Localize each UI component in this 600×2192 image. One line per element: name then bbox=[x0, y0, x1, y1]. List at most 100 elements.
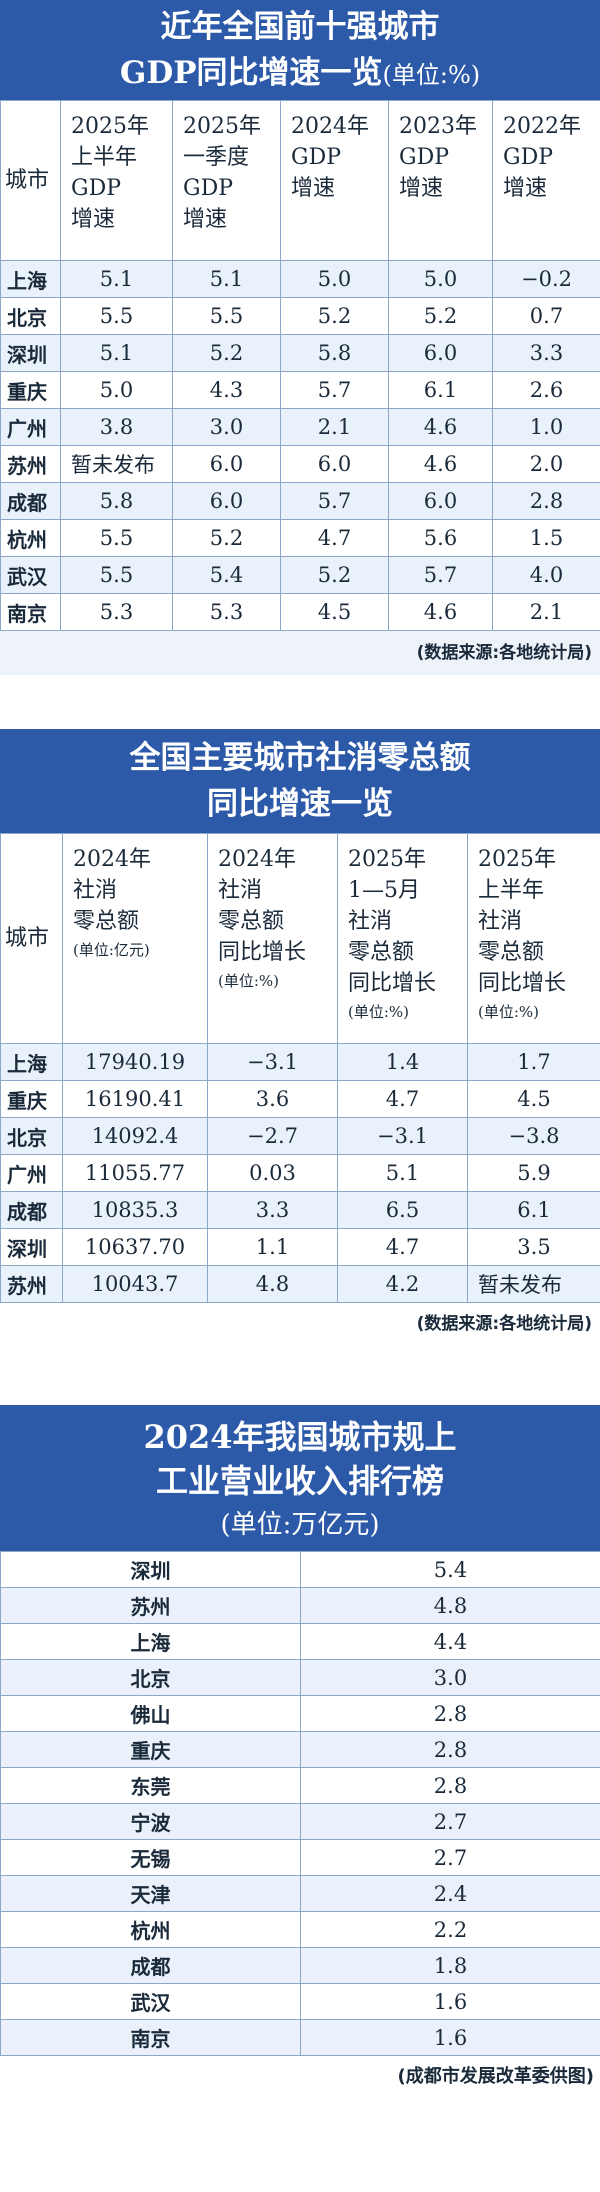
value-cell: 4.3 bbox=[172, 371, 281, 409]
value-cell: 6.1 bbox=[388, 371, 493, 409]
table-row: 宁波 2.7 bbox=[0, 1803, 600, 1840]
value-cell: 6.1 bbox=[467, 1191, 600, 1229]
value-cell: 4.7 bbox=[337, 1080, 468, 1118]
retail-table-title: 全国主要城市社消零总额 同比增速一览 bbox=[0, 729, 600, 833]
value-cell: 4.8 bbox=[300, 1587, 600, 1624]
value-cell: 2.7 bbox=[300, 1803, 600, 1840]
header-line: 零总额 bbox=[478, 940, 545, 965]
value-cell: 6.0 bbox=[388, 334, 493, 372]
header-line: 2024年 bbox=[291, 114, 369, 139]
value-cell: 5.8 bbox=[280, 334, 389, 372]
table-row: 广州 3.8 3.0 2.1 4.6 1.0 bbox=[0, 408, 600, 446]
header-line: 增速 bbox=[183, 207, 228, 232]
header-line: GDP bbox=[399, 145, 450, 170]
city-name-cell: 上海 bbox=[0, 1043, 63, 1081]
value-cell: 11055.77 bbox=[62, 1154, 208, 1192]
table-row: 杭州 5.5 5.2 4.7 5.6 1.5 bbox=[0, 519, 600, 557]
header-line: 上半年 bbox=[71, 145, 138, 170]
value-cell: 1.1 bbox=[207, 1228, 338, 1266]
header-line: 零总额 bbox=[73, 909, 140, 934]
city-name-cell: 杭州 bbox=[0, 1911, 301, 1948]
value-cell: 3.0 bbox=[300, 1659, 600, 1696]
table-row: 重庆 5.0 4.3 5.7 6.1 2.6 bbox=[0, 371, 600, 409]
header-cell: 2024年 社消 零总额 (单位:亿元) bbox=[62, 833, 208, 1044]
header-row: 城市 2025年 上半年 GDP 增速 2025年 一季度 GDP 增速 2024年 GDP 增速 20… bbox=[0, 100, 600, 261]
city-name-cell: 武汉 bbox=[0, 1983, 301, 2020]
city-name-cell: 上海 bbox=[0, 1623, 301, 1660]
value-cell: 14092.4 bbox=[62, 1117, 208, 1155]
value-cell: 6.5 bbox=[337, 1191, 468, 1229]
table-row: 苏州 10043.7 4.8 4.2 暂未发布 bbox=[0, 1265, 600, 1303]
city-name-cell: 成都 bbox=[0, 1947, 301, 1984]
header-line: 1—5月 bbox=[348, 878, 420, 903]
value-cell: 4.6 bbox=[388, 445, 493, 483]
value-cell: 5.0 bbox=[60, 371, 173, 409]
header-line: 社消 bbox=[73, 878, 118, 903]
value-cell: 10835.3 bbox=[62, 1191, 208, 1229]
value-cell: 2.1 bbox=[280, 408, 389, 446]
table-row: 武汉 5.5 5.4 5.2 5.7 4.0 bbox=[0, 556, 600, 594]
gdp-table-body: 上海 5.1 5.1 5.0 5.0 −0.2 北京 5.5 5.5 5.2 5.2 0.7 深圳 5.1… bbox=[0, 260, 600, 631]
city-name-cell: 重庆 bbox=[0, 371, 61, 409]
table-row: 广州 11055.77 0.03 5.1 5.9 bbox=[0, 1154, 600, 1192]
value-cell: 0.03 bbox=[207, 1154, 338, 1192]
retail-title-line1: 全国主要城市社消零总额 bbox=[129, 740, 471, 776]
gdp-title-line1: 近年全国前十强城市 bbox=[160, 9, 440, 45]
city-name-cell: 上海 bbox=[0, 260, 61, 298]
value-cell: 6.0 bbox=[388, 482, 493, 520]
table-row: 无锡 2.7 bbox=[0, 1839, 600, 1876]
value-cell: 暂未发布 bbox=[467, 1265, 600, 1303]
header-line: GDP bbox=[183, 176, 234, 201]
value-cell: 2.0 bbox=[492, 445, 600, 483]
value-cell: 5.1 bbox=[60, 260, 173, 298]
value-cell: 5.7 bbox=[280, 371, 389, 409]
value-cell: 暂未发布 bbox=[60, 445, 173, 483]
image-credit: (成都市发展改革委供图) bbox=[397, 2066, 594, 2087]
value-cell: 3.3 bbox=[492, 334, 600, 372]
value-cell: 5.5 bbox=[172, 297, 281, 335]
value-cell: 5.0 bbox=[280, 260, 389, 298]
value-cell: −3.8 bbox=[467, 1117, 600, 1155]
header-cell: 城市 bbox=[0, 100, 61, 261]
retail-sales-section: 全国主要城市社消零总额 同比增速一览 城市 2024年 社消 零总额 (单位:亿元) 20… bbox=[0, 729, 600, 1345]
value-cell: 3.0 bbox=[172, 408, 281, 446]
value-cell: 3.6 bbox=[207, 1080, 338, 1118]
industrial-revenue-table: 深圳 5.4 苏州 4.8 上海 4.4 北京 3.0 佛山 2.8 重庆 2.8 东莞 2.8 宁波 2.7… bbox=[0, 1551, 600, 2056]
retail-table-body: 上海 17940.19 −3.1 1.4 1.7 重庆 16190.41 3.6 4.7 4.5 北… bbox=[0, 1043, 600, 1303]
value-cell: 4.6 bbox=[388, 408, 493, 446]
value-cell: 1.4 bbox=[337, 1043, 468, 1081]
value-cell: 2.8 bbox=[300, 1731, 600, 1768]
value-cell: 5.0 bbox=[388, 260, 493, 298]
table-row: 北京 14092.4 −2.7 −3.1 −3.8 bbox=[0, 1117, 600, 1155]
value-cell: 4.6 bbox=[388, 593, 493, 631]
value-cell: 2.2 bbox=[300, 1911, 600, 1948]
city-name-cell: 南京 bbox=[0, 593, 61, 631]
value-cell: 4.2 bbox=[337, 1265, 468, 1303]
table-row: 南京 1.6 bbox=[0, 2019, 600, 2056]
value-cell: 3.5 bbox=[467, 1228, 600, 1266]
city-name-cell: 广州 bbox=[0, 1154, 63, 1192]
gdp-table-header: 城市 2025年 上半年 GDP 增速 2025年 一季度 GDP 增速 2024年 GDP 增速 20… bbox=[0, 100, 600, 261]
table-row: 成都 10835.3 3.3 6.5 6.1 bbox=[0, 1191, 600, 1229]
city-name-cell: 苏州 bbox=[0, 445, 61, 483]
header-line: 2025年 bbox=[183, 114, 261, 139]
table-row: 北京 3.0 bbox=[0, 1659, 600, 1696]
city-name-cell: 北京 bbox=[0, 1659, 301, 1696]
value-cell: 5.2 bbox=[172, 334, 281, 372]
city-name-cell: 南京 bbox=[0, 2019, 301, 2056]
industrial-title-line1: 2024年我国城市规上 bbox=[143, 1418, 457, 1456]
header-line: 同比增长 bbox=[478, 971, 567, 996]
table-row: 成都 5.8 6.0 5.7 6.0 2.8 bbox=[0, 482, 600, 520]
header-line: GDP bbox=[503, 145, 554, 170]
city-name-cell: 北京 bbox=[0, 1117, 63, 1155]
table-row: 重庆 16190.41 3.6 4.7 4.5 bbox=[0, 1080, 600, 1118]
value-cell: 1.8 bbox=[300, 1947, 600, 1984]
city-name-cell: 广州 bbox=[0, 408, 61, 446]
header-line: 2025年 bbox=[71, 114, 149, 139]
header-line: 增速 bbox=[399, 176, 444, 201]
city-name-cell: 深圳 bbox=[0, 1551, 301, 1588]
header-line: 一季度 bbox=[183, 145, 250, 170]
industrial-title-unit: (单位:万亿元) bbox=[220, 1510, 380, 1540]
header-row: 城市 2024年 社消 零总额 (单位:亿元) 2024年 社消 零总额 同比增长 (单位:%) 2… bbox=[0, 833, 600, 1044]
value-cell: 5.3 bbox=[60, 593, 173, 631]
